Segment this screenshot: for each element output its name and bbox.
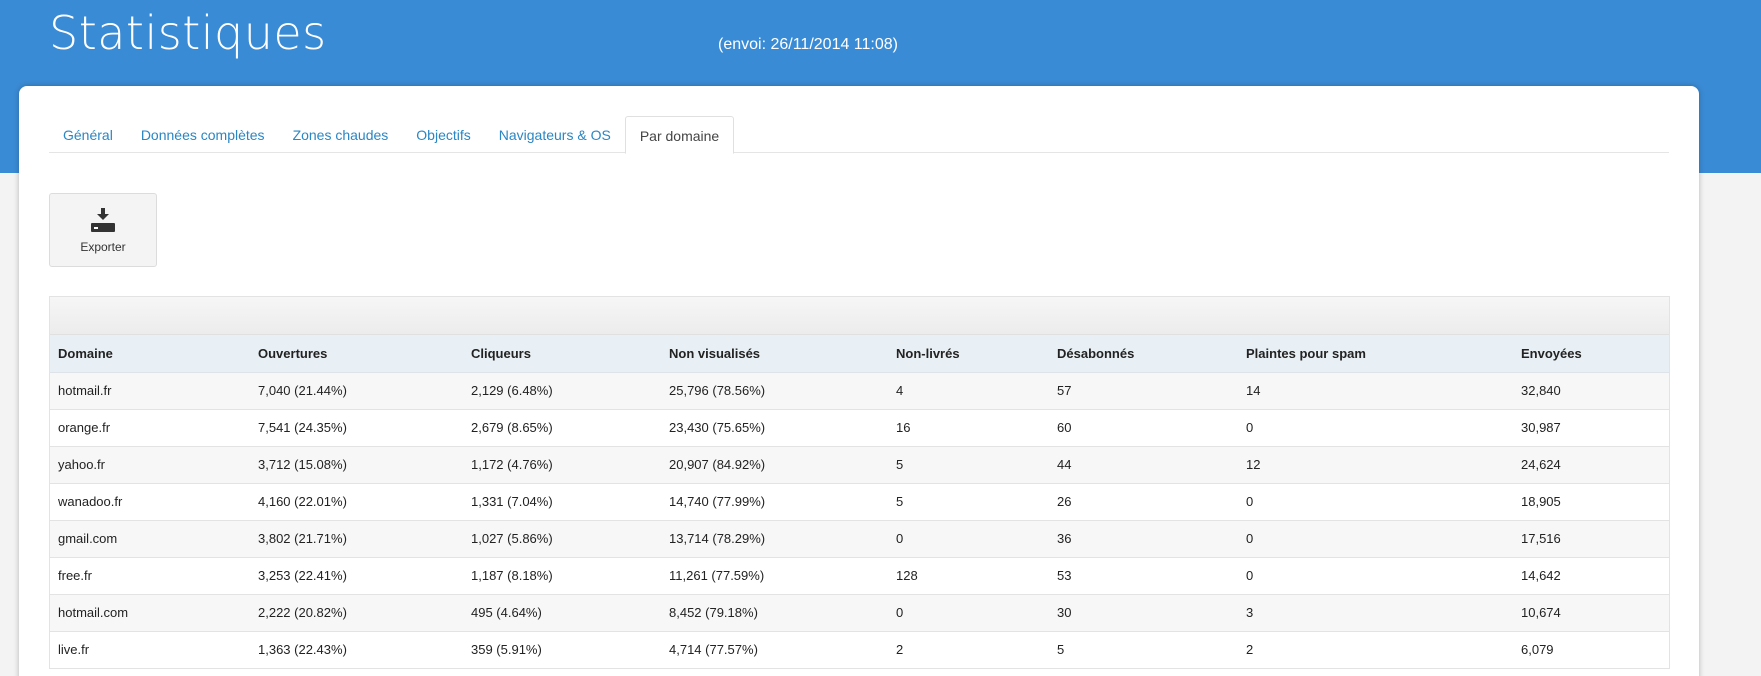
column-header-non-livres[interactable]: Non-livrés <box>888 335 1049 373</box>
cell-envoyees: 24,624 <box>1513 446 1669 484</box>
cell-domaine: wanadoo.fr <box>50 483 250 521</box>
content-card: Général Données complètes Zones chaudes … <box>19 86 1699 676</box>
table-row: free.fr 3,253 (22.41%) 1,187 (8.18%) 11,… <box>50 557 1669 595</box>
tab-general[interactable]: Général <box>63 127 113 143</box>
cell-domaine: orange.fr <box>50 409 250 447</box>
cell-non-livres: 16 <box>888 409 1049 447</box>
cell-non-livres: 128 <box>888 557 1049 595</box>
cell-ouvertures: 2,222 (20.82%) <box>250 594 463 632</box>
cell-desabonnes: 57 <box>1049 372 1238 410</box>
tab-zones-chaudes[interactable]: Zones chaudes <box>292 127 389 143</box>
column-header-non-visualises[interactable]: Non visualisés <box>661 335 888 373</box>
cell-desabonnes: 44 <box>1049 446 1238 484</box>
cell-plaintes-spam: 0 <box>1238 520 1513 558</box>
download-icon <box>91 208 115 232</box>
cell-desabonnes: 5 <box>1049 631 1238 669</box>
cell-desabonnes: 53 <box>1049 557 1238 595</box>
cell-cliqueurs: 2,129 (6.48%) <box>463 372 661 410</box>
cell-plaintes-spam: 14 <box>1238 372 1513 410</box>
cell-envoyees: 6,079 <box>1513 631 1669 669</box>
cell-ouvertures: 3,253 (22.41%) <box>250 557 463 595</box>
cell-non-livres: 0 <box>888 520 1049 558</box>
table-row: hotmail.fr 7,040 (21.44%) 2,129 (6.48%) … <box>50 372 1669 410</box>
cell-cliqueurs: 495 (4.64%) <box>463 594 661 632</box>
tab-donnees-completes[interactable]: Données complètes <box>140 127 265 143</box>
cell-cliqueurs: 1,331 (7.04%) <box>463 483 661 521</box>
cell-envoyees: 17,516 <box>1513 520 1669 558</box>
cell-ouvertures: 3,802 (21.71%) <box>250 520 463 558</box>
tab-objectifs[interactable]: Objectifs <box>416 127 471 143</box>
column-header-envoyees[interactable]: Envoyées <box>1513 335 1669 373</box>
table-row: yahoo.fr 3,712 (15.08%) 1,172 (4.76%) 20… <box>50 446 1669 484</box>
column-header-ouvertures[interactable]: Ouvertures <box>250 335 463 373</box>
cell-envoyees: 32,840 <box>1513 372 1669 410</box>
cell-domaine: gmail.com <box>50 520 250 558</box>
cell-domaine: yahoo.fr <box>50 446 250 484</box>
table-toolbar <box>50 297 1669 335</box>
cell-ouvertures: 1,363 (22.43%) <box>250 631 463 669</box>
cell-plaintes-spam: 0 <box>1238 557 1513 595</box>
cell-domaine: hotmail.fr <box>50 372 250 410</box>
cell-plaintes-spam: 12 <box>1238 446 1513 484</box>
cell-envoyees: 14,642 <box>1513 557 1669 595</box>
tab-bar: Général Données complètes Zones chaudes … <box>49 116 1669 154</box>
cell-desabonnes: 26 <box>1049 483 1238 521</box>
cell-non-livres: 5 <box>888 446 1049 484</box>
cell-non-visualises: 14,740 (77.99%) <box>661 483 888 521</box>
column-header-domaine[interactable]: Domaine <box>50 335 250 373</box>
table-row: hotmail.com 2,222 (20.82%) 495 (4.64%) 8… <box>50 594 1669 632</box>
cell-domaine: hotmail.com <box>50 594 250 632</box>
cell-non-visualises: 11,261 (77.59%) <box>661 557 888 595</box>
cell-non-livres: 2 <box>888 631 1049 669</box>
column-header-plaintes-spam[interactable]: Plaintes pour spam <box>1238 335 1513 373</box>
cell-non-visualises: 8,452 (79.18%) <box>661 594 888 632</box>
tab-navigateurs-os[interactable]: Navigateurs & OS <box>498 127 611 143</box>
cell-ouvertures: 4,160 (22.01%) <box>250 483 463 521</box>
cell-non-visualises: 4,714 (77.57%) <box>661 631 888 669</box>
send-date: (envoi: 26/11/2014 11:08) <box>718 36 898 53</box>
cell-domaine: live.fr <box>50 631 250 669</box>
cell-desabonnes: 36 <box>1049 520 1238 558</box>
stats-table: Domaine Ouvertures Cliqueurs Non visuali… <box>50 335 1669 669</box>
cell-non-visualises: 25,796 (78.56%) <box>661 372 888 410</box>
cell-ouvertures: 3,712 (15.08%) <box>250 446 463 484</box>
cell-envoyees: 10,674 <box>1513 594 1669 632</box>
column-header-cliqueurs[interactable]: Cliqueurs <box>463 335 661 373</box>
cell-cliqueurs: 1,187 (8.18%) <box>463 557 661 595</box>
cell-non-visualises: 20,907 (84.92%) <box>661 446 888 484</box>
cell-non-livres: 4 <box>888 372 1049 410</box>
table-row: orange.fr 7,541 (24.35%) 2,679 (8.65%) 2… <box>50 409 1669 447</box>
column-header-desabonnes[interactable]: Désabonnés <box>1049 335 1238 373</box>
cell-non-livres: 0 <box>888 594 1049 632</box>
page-title: Statistiques <box>49 6 327 60</box>
cell-plaintes-spam: 0 <box>1238 409 1513 447</box>
cell-cliqueurs: 2,679 (8.65%) <box>463 409 661 447</box>
table-header-row: Domaine Ouvertures Cliqueurs Non visuali… <box>50 335 1669 373</box>
cell-envoyees: 30,987 <box>1513 409 1669 447</box>
cell-cliqueurs: 359 (5.91%) <box>463 631 661 669</box>
cell-plaintes-spam: 3 <box>1238 594 1513 632</box>
tab-par-domaine[interactable]: Par domaine <box>624 116 735 154</box>
cell-non-livres: 5 <box>888 483 1049 521</box>
cell-desabonnes: 30 <box>1049 594 1238 632</box>
cell-domaine: free.fr <box>50 557 250 595</box>
cell-ouvertures: 7,040 (21.44%) <box>250 372 463 410</box>
domain-table: Domaine Ouvertures Cliqueurs Non visuali… <box>49 296 1670 669</box>
cell-cliqueurs: 1,172 (4.76%) <box>463 446 661 484</box>
cell-plaintes-spam: 0 <box>1238 483 1513 521</box>
cell-non-visualises: 23,430 (75.65%) <box>661 409 888 447</box>
cell-desabonnes: 60 <box>1049 409 1238 447</box>
export-label: Exporter <box>80 240 126 254</box>
table-row: gmail.com 3,802 (21.71%) 1,027 (5.86%) 1… <box>50 520 1669 558</box>
cell-ouvertures: 7,541 (24.35%) <box>250 409 463 447</box>
cell-envoyees: 18,905 <box>1513 483 1669 521</box>
table-row: live.fr 1,363 (22.43%) 359 (5.91%) 4,714… <box>50 631 1669 669</box>
cell-plaintes-spam: 2 <box>1238 631 1513 669</box>
table-row: wanadoo.fr 4,160 (22.01%) 1,331 (7.04%) … <box>50 483 1669 521</box>
export-button[interactable]: Exporter <box>49 193 157 267</box>
cell-cliqueurs: 1,027 (5.86%) <box>463 520 661 558</box>
cell-non-visualises: 13,714 (78.29%) <box>661 520 888 558</box>
